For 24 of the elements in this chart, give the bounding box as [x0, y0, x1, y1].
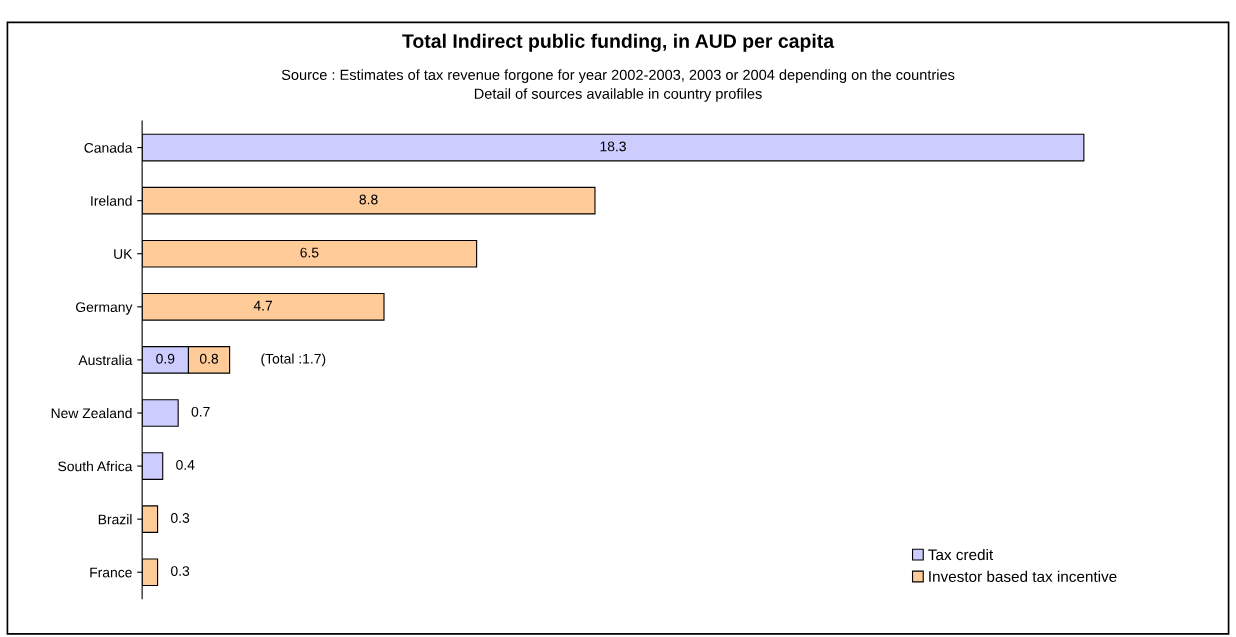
data-label: 0.4 — [176, 459, 195, 470]
y-tick-label: France — [90, 567, 132, 578]
total-label: (Total :1.7) — [261, 353, 326, 367]
legend-label: Investor based tax incentive — [929, 570, 1117, 583]
data-label: 4.7 — [253, 300, 273, 311]
legend-label: Tax credit — [928, 548, 994, 561]
y-tick-label: Ireland — [91, 195, 132, 206]
data-label: 0.3 — [170, 566, 190, 576]
data-label: 0.9 — [156, 353, 175, 364]
data-label: 0.3 — [170, 513, 190, 523]
y-tick-label: UK — [114, 249, 133, 259]
y-tick-label: New Zealand — [51, 407, 132, 419]
data-label: 6.5 — [300, 247, 319, 258]
chart-subtitle: Source : Estimates of tax revenue forgone for year 2002-2003, 2003 or 2004 depending on the countries Detail of sources available in country profiles — [281, 69, 955, 102]
chart-title: Total Indirect public funding, in AUD per capita — [402, 33, 835, 52]
y-tick-label: Canada — [84, 142, 133, 153]
y-tick-label: Brazil — [98, 514, 132, 525]
data-label: 0.7 — [191, 406, 210, 417]
data-label: 8.8 — [359, 194, 378, 205]
y-tick-label: Germany — [76, 302, 133, 315]
data-label: 18.3 — [600, 141, 626, 152]
y-tick-label: South Africa — [58, 461, 133, 472]
y-tick-label: Australia — [78, 354, 133, 366]
data-label: 0.8 — [199, 353, 219, 364]
